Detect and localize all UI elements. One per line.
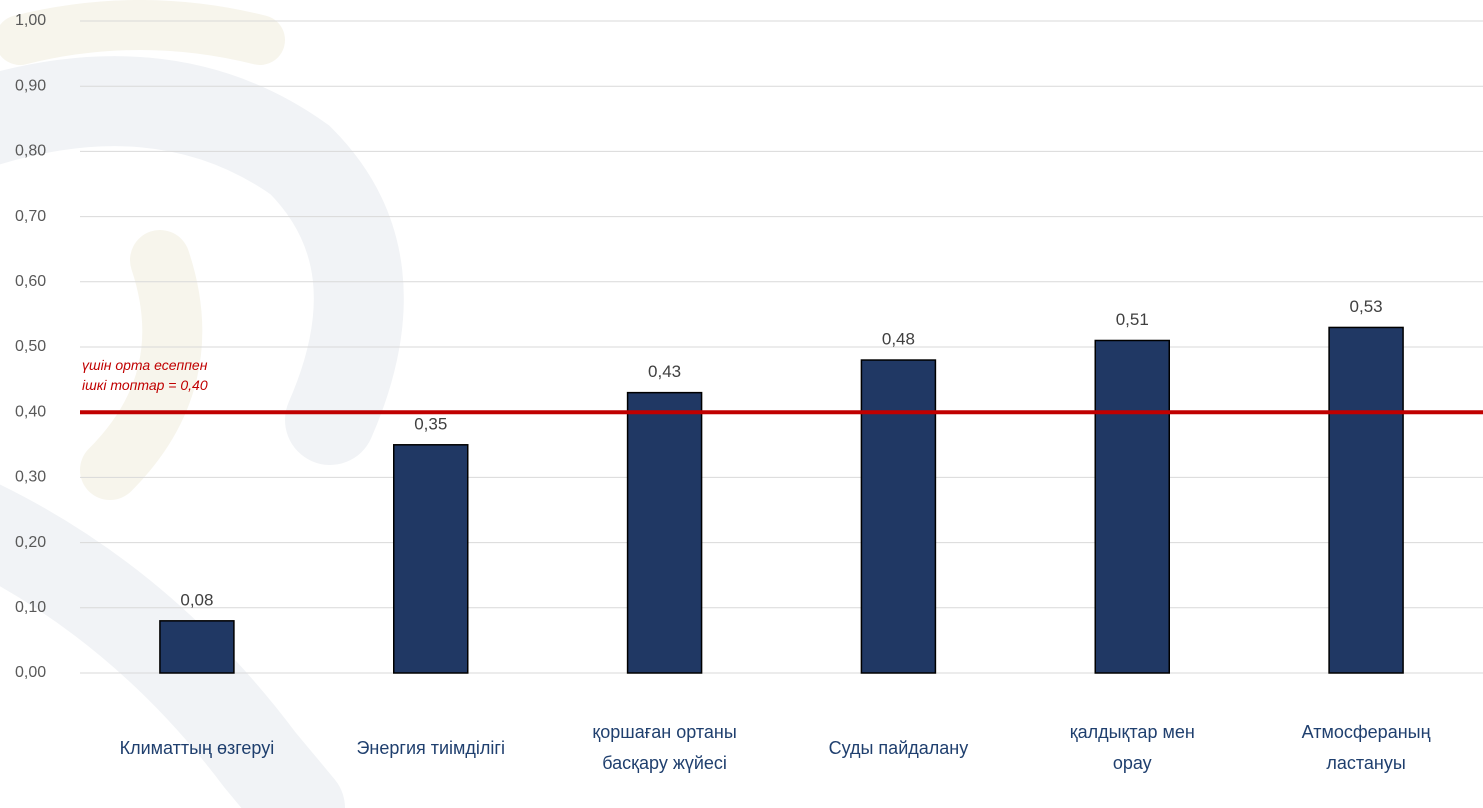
- y-tick-label: 0,20: [15, 534, 46, 551]
- x-tick-label-line: қоршаған ортаны: [592, 722, 736, 742]
- y-tick-label: 0,10: [15, 599, 46, 616]
- value-label: 0,43: [648, 362, 681, 381]
- bar: [860, 359, 937, 674]
- y-tick-label: 0,70: [15, 208, 46, 225]
- x-tick-label: қалдықтар мен орау: [1070, 722, 1195, 773]
- x-tick-label-line: орау: [1113, 753, 1152, 773]
- bar: [1094, 339, 1170, 674]
- value-label: 0,48: [882, 330, 915, 349]
- x-tick-label-line: Энергия тиімділігі: [356, 738, 505, 758]
- watermark: [0, 0, 404, 808]
- x-tick-label-line: Суды пайдалану: [829, 738, 969, 758]
- value-label: 0,51: [1116, 310, 1149, 329]
- value-label: 0,35: [414, 414, 447, 433]
- x-tick-label: Атмосфераның ластануы: [1302, 722, 1431, 773]
- reference-label: ішкі топтар = 0,40: [82, 377, 208, 393]
- x-tick-label-line: ластануы: [1326, 753, 1405, 773]
- x-tick-label: Суды пайдалану: [829, 738, 969, 758]
- x-tick-label-line: Климаттың өзгеруі: [120, 738, 275, 758]
- bar: [626, 391, 703, 674]
- bar: [1328, 326, 1404, 674]
- value-label: 0,53: [1350, 297, 1383, 316]
- x-tick-label: Энергия тиімділігі: [356, 738, 505, 758]
- x-tick-label-line: басқару жүйесі: [602, 753, 727, 773]
- x-tick-label-line: қалдықтар мен: [1070, 722, 1195, 742]
- bar: [393, 444, 469, 674]
- y-tick-label: 0,50: [15, 338, 46, 355]
- value-label: 0,08: [180, 590, 213, 609]
- x-tick-label: Климаттың өзгеруі: [120, 738, 275, 758]
- x-tick-label: қоршаған ортаны басқару жүйесі: [592, 722, 736, 773]
- y-tick-label: 0,90: [15, 77, 46, 94]
- y-tick-label: 1,00: [15, 12, 46, 29]
- reference-label: үшін орта есеппен: [82, 357, 208, 373]
- y-tick-label: 0,60: [15, 273, 46, 290]
- y-tick-label: 0,00: [15, 664, 46, 681]
- x-tick-label-line: Атмосфераның: [1302, 722, 1431, 742]
- y-tick-label: 0,40: [15, 403, 46, 420]
- y-tick-label: 0,30: [15, 469, 46, 486]
- bar: [159, 620, 235, 674]
- y-tick-label: 0,80: [15, 143, 46, 160]
